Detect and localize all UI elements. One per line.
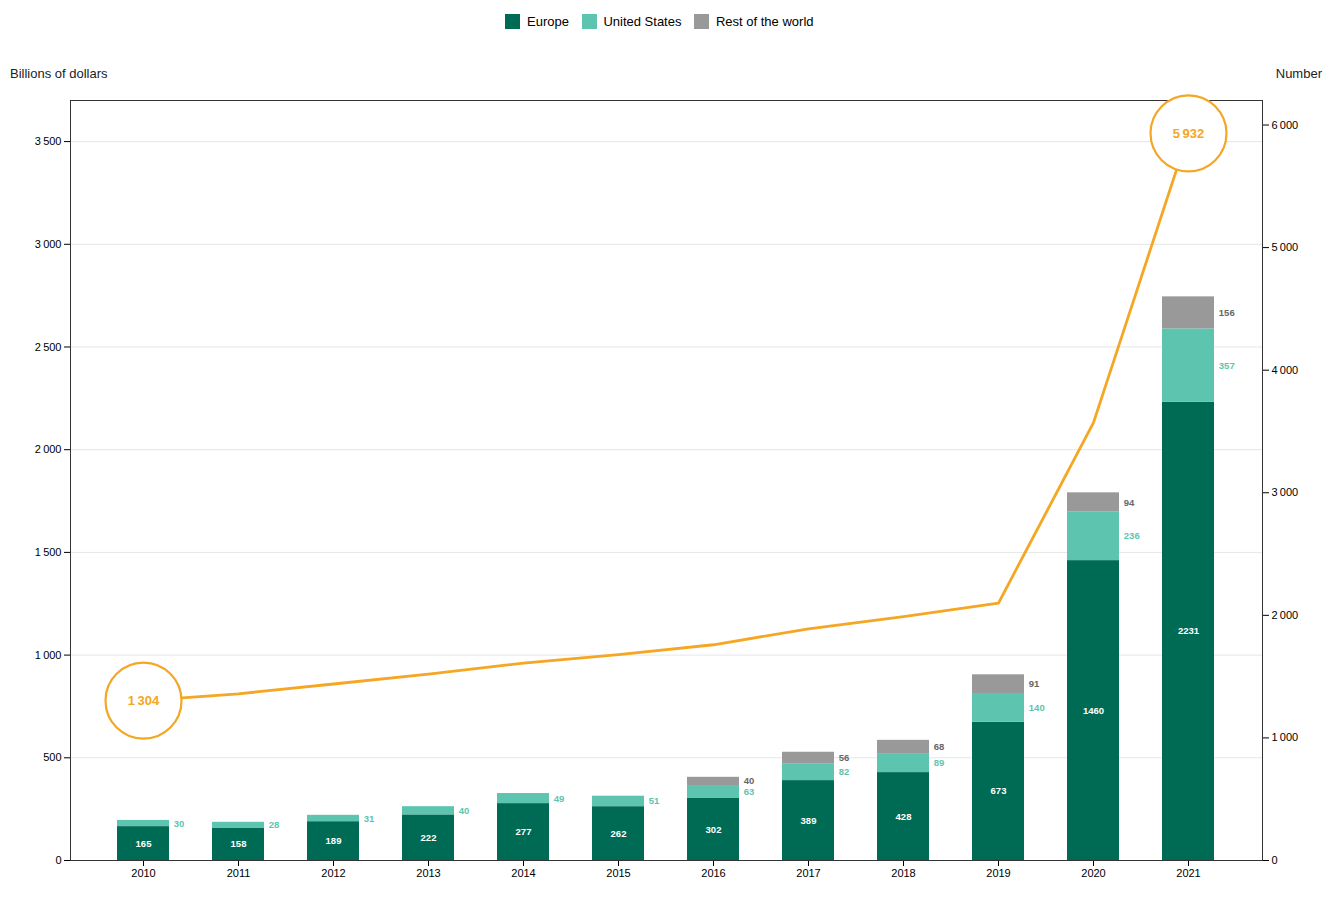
svg-text:40: 40: [744, 775, 755, 786]
svg-text:673: 673: [991, 785, 1007, 796]
svg-text:236: 236: [1124, 530, 1140, 541]
svg-text:140: 140: [1029, 702, 1045, 713]
svg-text:2011: 2011: [227, 867, 251, 879]
html-text:Billions of dollars: Billions of dollars: [10, 66, 108, 81]
svg-text:56: 56: [839, 752, 850, 763]
svg-text:89: 89: [934, 757, 945, 768]
svg-text:357: 357: [1219, 360, 1235, 371]
svg-text:2016: 2016: [701, 867, 725, 879]
svg-text:91: 91: [1029, 678, 1040, 689]
svg-text:5 000: 5 000: [1272, 241, 1299, 253]
svg-text:2012: 2012: [321, 867, 345, 879]
svg-text:2019: 2019: [986, 867, 1010, 879]
svg-text:1 000: 1 000: [1272, 731, 1299, 743]
svg-text:165: 165: [136, 838, 153, 849]
svg-text:5 932: 5 932: [1173, 126, 1205, 141]
svg-text:30: 30: [174, 818, 185, 829]
svg-text:262: 262: [611, 828, 627, 839]
svg-text:6 000: 6 000: [1272, 119, 1299, 131]
html-text:Rest of the world: Rest of the world: [716, 14, 814, 30]
svg-text:2015: 2015: [606, 867, 630, 879]
svg-text:2021: 2021: [1176, 867, 1200, 879]
svg-text:40: 40: [459, 805, 470, 816]
svg-text:2 000: 2 000: [35, 443, 62, 455]
svg-text:2010: 2010: [131, 867, 155, 879]
html-text:Europe: Europe: [527, 14, 569, 30]
svg-text:2014: 2014: [511, 867, 535, 879]
svg-text:49: 49: [554, 793, 565, 804]
svg-text:158: 158: [231, 838, 247, 849]
svg-text:1 500: 1 500: [35, 546, 62, 558]
svg-text:4 000: 4 000: [1272, 364, 1299, 376]
svg-text:1 304: 1 304: [128, 693, 160, 708]
svg-text:2017: 2017: [796, 867, 820, 879]
svg-text:302: 302: [706, 824, 722, 835]
svg-text:1460: 1460: [1083, 705, 1104, 716]
svg-text:0: 0: [1272, 854, 1278, 866]
svg-text:82: 82: [839, 766, 850, 777]
svg-text:0: 0: [55, 854, 61, 866]
svg-text:500: 500: [43, 751, 61, 763]
svg-text:428: 428: [896, 811, 912, 822]
svg-text:94: 94: [1124, 497, 1135, 508]
svg-text:63: 63: [744, 786, 755, 797]
svg-text:156: 156: [1219, 307, 1235, 318]
svg-text:189: 189: [326, 835, 342, 846]
svg-text:2018: 2018: [891, 867, 915, 879]
svg-text:3 500: 3 500: [35, 135, 62, 147]
html-text:United States: United States: [603, 14, 682, 30]
svg-text:28: 28: [269, 819, 280, 830]
svg-text:2013: 2013: [416, 867, 440, 879]
svg-text:389: 389: [801, 815, 817, 826]
svg-text:51: 51: [649, 795, 660, 806]
svg-text:31: 31: [364, 813, 375, 824]
svg-text:1 000: 1 000: [35, 649, 62, 661]
svg-text:2 500: 2 500: [35, 341, 62, 353]
svg-text:3 000: 3 000: [35, 238, 62, 250]
svg-text:68: 68: [934, 741, 945, 752]
html-text:Number: Number: [1275, 66, 1322, 81]
svg-text:277: 277: [516, 826, 532, 837]
svg-text:2 000: 2 000: [1272, 609, 1299, 621]
svg-text:3 000: 3 000: [1272, 486, 1299, 498]
svg-text:222: 222: [421, 832, 437, 843]
svg-text:2231: 2231: [1178, 625, 1200, 636]
svg-text:2020: 2020: [1081, 867, 1105, 879]
